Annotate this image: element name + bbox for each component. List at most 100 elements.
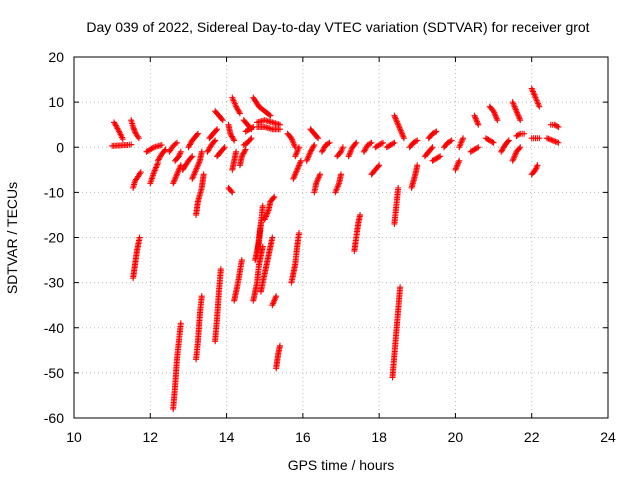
x-tick-label: 16 bbox=[295, 429, 311, 445]
data-point bbox=[198, 293, 205, 300]
data-point bbox=[137, 169, 144, 176]
series-arc-62 bbox=[406, 137, 421, 151]
series-arc-3 bbox=[128, 117, 142, 142]
series-arc-67 bbox=[452, 157, 463, 173]
data-point bbox=[172, 140, 179, 147]
series-arc-74 bbox=[509, 99, 524, 124]
series-arc-68 bbox=[456, 135, 467, 151]
data-point bbox=[149, 145, 156, 152]
data-point bbox=[391, 139, 398, 146]
y-tick-labels: -60 -50 -40 -30 -20 -10 0 10 20 bbox=[44, 49, 64, 426]
series-arc-64 bbox=[425, 128, 440, 142]
series-arc-15 bbox=[189, 148, 205, 182]
x-tick-label: 24 bbox=[600, 429, 616, 445]
series-arc-58 bbox=[389, 284, 404, 381]
data-point bbox=[217, 266, 224, 273]
series-arc-8 bbox=[154, 146, 169, 164]
series-arc-27 bbox=[231, 257, 245, 304]
series-arc-56 bbox=[372, 139, 386, 151]
data-point bbox=[378, 140, 385, 147]
y-tick-label: -60 bbox=[44, 410, 64, 426]
series-arc-46 bbox=[303, 141, 318, 164]
series-arc-78 bbox=[528, 85, 543, 110]
data-point bbox=[194, 130, 201, 137]
data-point bbox=[397, 284, 404, 291]
data-point bbox=[552, 138, 559, 145]
data-point bbox=[211, 138, 218, 145]
data-point bbox=[194, 131, 201, 138]
x-tick-label: 22 bbox=[524, 429, 540, 445]
data-point bbox=[490, 139, 497, 146]
data-point bbox=[339, 144, 346, 151]
series-arc-57 bbox=[383, 139, 398, 151]
series-arc-50 bbox=[332, 171, 344, 196]
data-point bbox=[238, 257, 245, 264]
series-arc-10 bbox=[170, 162, 184, 187]
axis-ticks bbox=[73, 56, 609, 419]
data-point bbox=[375, 163, 382, 170]
series-arc-76 bbox=[513, 130, 528, 139]
data-point bbox=[414, 137, 421, 144]
data-point bbox=[212, 137, 219, 144]
series-arc-59 bbox=[391, 184, 402, 227]
data-point bbox=[368, 139, 375, 146]
chart-title: Day 039 of 2022, Sidereal Day-to-day VTE… bbox=[86, 19, 589, 35]
data-point bbox=[218, 116, 225, 123]
data-point bbox=[326, 139, 333, 146]
data-point bbox=[189, 153, 196, 160]
y-tick-label: -20 bbox=[44, 230, 64, 246]
series-arc-1 bbox=[111, 119, 126, 143]
data-point bbox=[276, 342, 283, 349]
data-point bbox=[475, 144, 482, 151]
data-point bbox=[248, 135, 255, 142]
series-arc-31 bbox=[242, 123, 257, 135]
y-axis-label: SDTVAR / TECUs bbox=[4, 182, 20, 294]
data-point bbox=[228, 188, 235, 195]
data-point bbox=[128, 141, 135, 148]
x-tick-label: 20 bbox=[448, 429, 464, 445]
data-point bbox=[545, 135, 552, 142]
data-point bbox=[516, 145, 523, 152]
data-point bbox=[549, 137, 556, 144]
data-point bbox=[338, 171, 344, 178]
data-point bbox=[447, 138, 454, 145]
data-point bbox=[177, 148, 184, 155]
data-point bbox=[173, 139, 180, 146]
series-arc-42 bbox=[288, 229, 303, 286]
data-point bbox=[236, 110, 243, 117]
series-arc-61 bbox=[408, 162, 421, 191]
series-arc-37 bbox=[254, 220, 264, 259]
series-arc-48 bbox=[311, 171, 324, 196]
data-point bbox=[517, 117, 524, 124]
data-point bbox=[474, 145, 481, 152]
series-arc-55 bbox=[368, 162, 383, 178]
series-arc-45 bbox=[292, 144, 303, 160]
data-point bbox=[390, 140, 397, 147]
y-tick-label: 0 bbox=[56, 139, 64, 155]
data-point bbox=[136, 234, 143, 241]
series-arc-52 bbox=[345, 139, 360, 160]
series-arc-24 bbox=[225, 121, 238, 144]
series-arc-21 bbox=[214, 144, 228, 160]
data-point bbox=[494, 117, 501, 124]
data-points bbox=[109, 85, 562, 412]
series-arc-53 bbox=[351, 211, 364, 255]
series-arc-22 bbox=[212, 108, 226, 124]
x-tick-label: 18 bbox=[371, 429, 387, 445]
data-point bbox=[266, 111, 273, 118]
data-point bbox=[428, 145, 435, 152]
data-point bbox=[516, 131, 522, 138]
data-point bbox=[296, 229, 303, 236]
y-tick-label: 20 bbox=[48, 49, 64, 65]
data-point bbox=[273, 293, 280, 300]
x-tick-labels: 10 12 14 16 18 20 22 24 bbox=[66, 429, 616, 445]
series-arc-7 bbox=[147, 160, 161, 187]
data-point bbox=[379, 139, 386, 146]
series-arc-25 bbox=[229, 94, 243, 117]
data-point bbox=[311, 141, 318, 148]
data-point bbox=[233, 148, 240, 155]
data-point bbox=[433, 128, 440, 135]
data-point bbox=[460, 135, 467, 142]
series-arc-51 bbox=[334, 144, 346, 160]
data-point bbox=[353, 139, 360, 146]
